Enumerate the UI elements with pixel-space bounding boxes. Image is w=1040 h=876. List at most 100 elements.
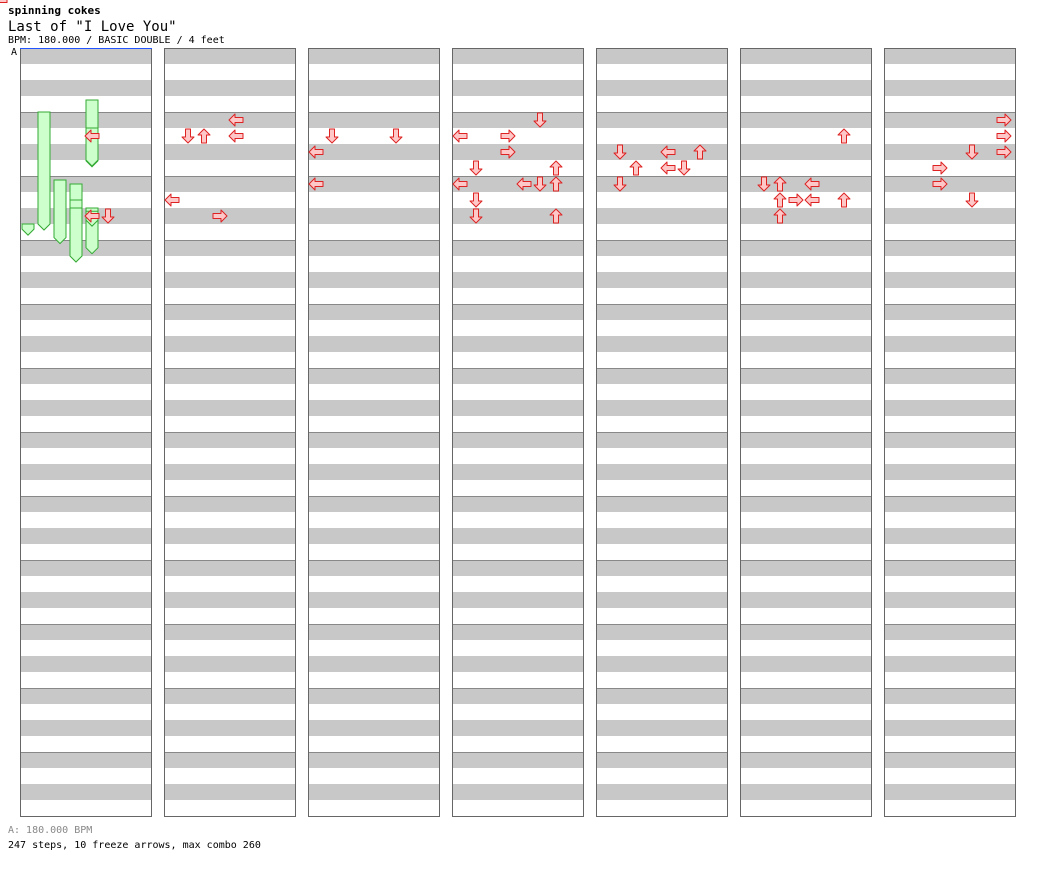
step-arrow-left xyxy=(452,177,468,191)
step-arrow-down xyxy=(677,160,691,176)
step-arrow-up xyxy=(837,128,851,144)
beat-stripe xyxy=(452,336,584,352)
step-arrow-up xyxy=(629,160,643,176)
step-arrow-up xyxy=(837,192,851,208)
beat-stripe xyxy=(596,720,728,736)
step-arrow-down xyxy=(181,128,195,144)
beat-stripe xyxy=(884,336,1016,352)
chart-column xyxy=(884,48,1016,817)
beat-stripe xyxy=(596,208,728,224)
beat-stripe xyxy=(452,80,584,96)
step-arrow-left xyxy=(164,193,180,207)
beat-stripe xyxy=(308,656,440,672)
beat-stripe xyxy=(164,560,296,576)
beat-stripe xyxy=(740,144,872,160)
step-arrow-down xyxy=(325,128,339,144)
beat-stripe xyxy=(740,656,872,672)
beat-stripe xyxy=(596,80,728,96)
chart-info: BPM: 180.000 / BASIC DOUBLE / 4 feet xyxy=(8,35,225,46)
step-arrow-left xyxy=(660,145,676,159)
beat-stripe xyxy=(20,656,152,672)
beat-stripe xyxy=(884,80,1016,96)
step-arrow-down xyxy=(469,192,483,208)
beat-stripe xyxy=(308,784,440,800)
beat-stripe xyxy=(884,688,1016,704)
freeze-arrow-body xyxy=(21,223,35,236)
beat-stripe xyxy=(740,240,872,256)
beat-stripe xyxy=(596,336,728,352)
beat-stripe xyxy=(740,784,872,800)
beat-stripe xyxy=(308,368,440,384)
beat-stripe xyxy=(596,592,728,608)
beat-stripe xyxy=(308,400,440,416)
freeze-arrow-body xyxy=(53,179,67,245)
beat-stripe xyxy=(596,432,728,448)
beat-stripe xyxy=(740,624,872,640)
step-arrow-right xyxy=(212,209,228,223)
beat-stripe xyxy=(20,48,152,64)
beat-stripe xyxy=(452,624,584,640)
song-title: Last of "I Love You" xyxy=(8,19,177,35)
step-stats: 247 steps, 10 freeze arrows, max combo 2… xyxy=(8,840,261,851)
beat-stripe xyxy=(596,464,728,480)
beat-stripe xyxy=(452,368,584,384)
beat-stripe xyxy=(308,752,440,768)
beat-stripe xyxy=(20,592,152,608)
beat-stripe xyxy=(884,240,1016,256)
beat-stripe xyxy=(20,336,152,352)
beat-stripe xyxy=(164,272,296,288)
beat-stripe xyxy=(596,528,728,544)
beat-stripe xyxy=(740,752,872,768)
beat-stripe xyxy=(596,784,728,800)
step-arrow-up xyxy=(549,176,563,192)
freeze-arrow-body xyxy=(69,207,83,263)
beat-stripe xyxy=(308,240,440,256)
beat-stripe xyxy=(884,752,1016,768)
beat-stripe xyxy=(452,432,584,448)
beat-stripe xyxy=(452,464,584,480)
beat-stripe xyxy=(452,144,584,160)
step-arrow-left xyxy=(660,161,676,175)
beat-stripe xyxy=(596,656,728,672)
beat-stripe xyxy=(740,464,872,480)
beat-stripe xyxy=(164,624,296,640)
beat-stripe xyxy=(308,720,440,736)
beat-stripe xyxy=(884,624,1016,640)
step-arrow-up xyxy=(197,128,211,144)
beat-stripe xyxy=(740,48,872,64)
beat-stripe xyxy=(452,656,584,672)
step-arrow-down xyxy=(533,176,547,192)
step-arrow-down xyxy=(613,144,627,160)
beat-stripe xyxy=(884,144,1016,160)
beat-stripe xyxy=(308,688,440,704)
beat-stripe xyxy=(164,368,296,384)
beat-stripe xyxy=(740,336,872,352)
beat-stripe xyxy=(740,272,872,288)
step-arrow-right xyxy=(996,113,1012,127)
beat-stripe xyxy=(740,688,872,704)
chart-column xyxy=(452,48,584,817)
beat-stripe xyxy=(884,656,1016,672)
beat-stripe xyxy=(308,176,440,192)
beat-stripe xyxy=(452,720,584,736)
beat-stripe xyxy=(452,528,584,544)
chart-column xyxy=(308,48,440,817)
beat-stripe xyxy=(164,528,296,544)
beat-stripe xyxy=(884,528,1016,544)
step-arrow-up xyxy=(773,208,787,224)
beat-stripe xyxy=(452,240,584,256)
beat-stripe xyxy=(884,720,1016,736)
step-arrow-down xyxy=(101,208,115,224)
beat-stripe xyxy=(884,304,1016,320)
step-arrow-left xyxy=(452,129,468,143)
beat-stripe xyxy=(740,400,872,416)
step-arrow-up xyxy=(549,160,563,176)
step-arrow-left xyxy=(516,177,532,191)
beat-stripe xyxy=(20,272,152,288)
beat-stripe xyxy=(164,208,296,224)
beat-stripe xyxy=(596,48,728,64)
beat-stripe xyxy=(20,176,152,192)
beat-stripe xyxy=(20,688,152,704)
step-arrow-right xyxy=(996,129,1012,143)
beat-stripe xyxy=(20,464,152,480)
